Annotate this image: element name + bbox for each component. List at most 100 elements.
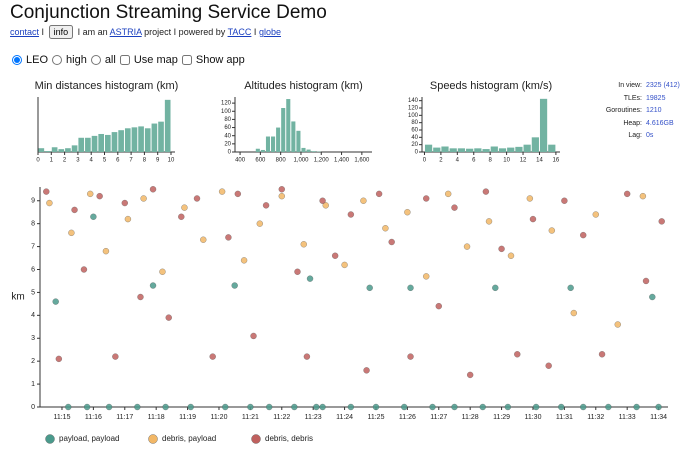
radio-label: LEO [26,54,49,66]
point [240,257,248,264]
x-tick-label: 11:31 [556,414,573,421]
legend-label: payload, payload [59,434,120,443]
astria-link[interactable]: ASTRIA [109,27,142,37]
page-title: Conjunction Streaming Service Demo [10,2,327,23]
point [482,188,490,195]
point [178,213,185,220]
y-tick-label: 140 [408,98,419,104]
bar [45,151,51,152]
stat-label: Goroutines: [605,107,642,114]
show-app-checkbox[interactable] [181,55,192,65]
point [532,403,540,411]
stat-value: 4.616GB [646,119,674,127]
bar [449,148,457,152]
x-tick-label: 11:33 [619,414,636,421]
point [162,403,169,411]
legend-swatch [148,434,158,444]
point [209,353,216,360]
point [479,403,486,411]
bar [466,148,474,152]
stat-row: Heap: 4.616GB [580,118,680,131]
y-tick-label: 8 [31,221,35,228]
bar [91,135,98,152]
info-button[interactable]: info [48,25,74,39]
x-tick-label: 11:26 [399,414,416,421]
point [463,243,471,250]
x-tick-label: 0 [36,158,40,164]
x-tick-label: 1,200 [314,158,330,164]
point [545,362,552,369]
bar [124,128,131,152]
bar [424,144,433,152]
y-tick-label: 100 [221,109,232,115]
stat-row: Goroutines: 1210 [580,105,680,118]
point [507,252,515,259]
y-tick-label: 60 [411,128,418,134]
point [96,193,103,200]
point [250,332,257,340]
separator: I [41,27,45,37]
point [256,220,263,227]
radio-label: high [66,54,87,66]
x-tick-label: 1,000 [293,158,309,164]
y-tick-label: 3 [31,335,35,342]
stat-value: 19825 [646,94,666,102]
stat-row: In view: 2325 (412) [580,80,680,93]
tacc-link[interactable]: TACC [227,27,252,37]
point [278,193,285,200]
point [218,188,226,195]
x-tick-label: 11:24 [336,414,353,421]
nav: contact I info I am an ASTRIA project I … [10,25,281,39]
bar [85,137,91,152]
x-tick-label: 2 [439,158,443,164]
point [451,204,458,211]
x-tick-label: 11:25 [367,414,384,421]
point [655,403,662,411]
y-tick-label: 100 [408,113,419,119]
point [247,403,254,411]
y-tick-label: 0 [31,404,35,411]
bar [51,147,58,152]
chart-title: Altitudes histogram (km) [244,80,363,92]
point [341,261,348,269]
x-tick-label: 2 [63,158,67,164]
legend-swatch [45,434,55,444]
y-tick-label: 40 [224,133,231,139]
bar [158,121,164,152]
y-tick-label: 120 [221,101,232,107]
contact-link[interactable]: contact [10,27,40,37]
point [200,236,207,243]
point [401,403,408,411]
x-tick-label: 4 [90,158,94,164]
point [222,403,229,411]
point [580,231,587,239]
stat-label: In view: [618,82,642,89]
point [43,188,50,195]
x-tick-label: 8 [489,158,493,164]
x-tick-label: 11:15 [53,414,70,421]
x-tick-label: 11:20 [210,414,227,421]
x-tick-label: 600 [255,158,266,164]
legend-label: debris, debris [265,434,313,443]
point [388,238,395,246]
x-tick-label: 11:32 [587,414,604,421]
point [347,403,355,411]
radio-all[interactable] [90,55,101,65]
y-tick-label: 20 [411,142,418,148]
legend-swatch [251,434,261,444]
point [360,197,367,204]
stat-label: TLEs: [623,94,642,102]
y-axis-label: km [11,292,24,303]
y-tick-label: 7 [31,243,35,250]
radio-leo[interactable] [12,55,22,65]
point [231,282,238,289]
x-tick-label: 11:30 [524,414,541,421]
point [165,314,172,321]
point [187,403,194,411]
y-tick-label: 40 [411,135,418,141]
globe-link[interactable]: globe [258,27,281,37]
x-tick-label: 11:16 [85,414,102,421]
point [624,190,631,198]
radio-high[interactable] [52,55,63,65]
use-map-checkbox[interactable] [119,55,130,65]
